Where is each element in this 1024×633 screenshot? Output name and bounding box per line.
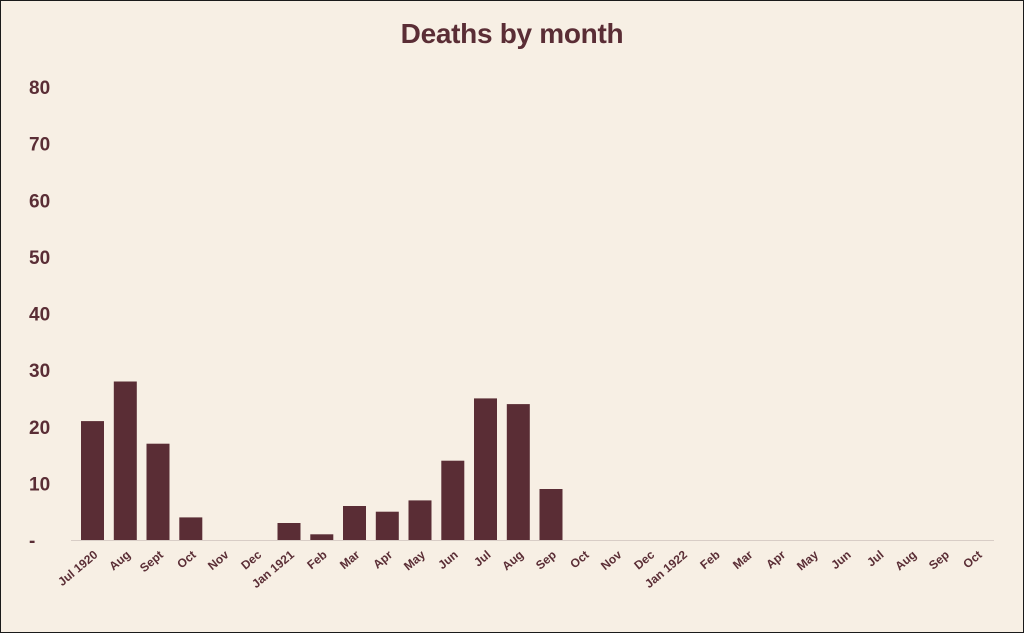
x-tick-label: Feb [304,548,329,572]
bar [146,443,170,540]
bar [506,404,530,540]
bar [343,506,366,540]
y-tick-label: 20 [29,418,50,439]
x-tick-label: May [401,547,428,573]
x-tick-label: Feb [697,548,722,572]
bar [408,500,432,540]
x-tick-label: Oct [960,548,984,572]
x-tick-label: Nov [205,547,232,573]
bar [113,381,137,540]
x-tick-label: Jun [435,548,460,572]
x-tick-label: Jul [471,548,493,570]
y-tick-label: 70 [29,135,50,156]
y-tick-label: 60 [29,191,50,212]
x-tick-label: May [794,547,821,573]
x-tick-label: Sept [137,548,166,575]
y-tick-label: 30 [29,361,50,382]
x-tick-label: Dec [631,547,657,572]
bar [474,398,497,540]
x-tick-label: Apr [370,547,395,571]
bar [441,460,465,540]
x-tick-label: Sep [533,548,559,573]
x-tick-label: Apr [763,547,788,571]
bar [277,523,301,540]
x-tick-label: Mar [730,547,756,572]
bar [539,489,563,540]
y-tick-label: 40 [29,305,50,326]
x-tick-label: Oct [567,548,591,572]
bar [375,511,399,540]
x-tick-label: Jul 1920 [55,547,101,588]
x-tick-label: Jun [828,548,853,572]
y-tick-label: 80 [29,78,50,99]
x-tick-label: Aug [892,548,919,574]
bar [310,534,334,540]
y-tick-label: 50 [29,248,50,269]
x-tick-label: Sep [926,548,952,573]
chart-title: Deaths by month [400,18,624,49]
x-tick-label: Dec [238,547,264,572]
y-tick-label: 10 [29,474,50,495]
x-tick-label: Oct [174,548,198,572]
y-tick-label: - [29,531,35,552]
bar [81,421,104,540]
x-tick-label: Mar [337,547,363,572]
bar [179,517,203,540]
x-tick-label: Aug [106,548,133,574]
x-tick-label: Jul [864,548,886,570]
x-tick-label: Aug [499,548,526,574]
x-tick-label: Nov [598,547,625,573]
